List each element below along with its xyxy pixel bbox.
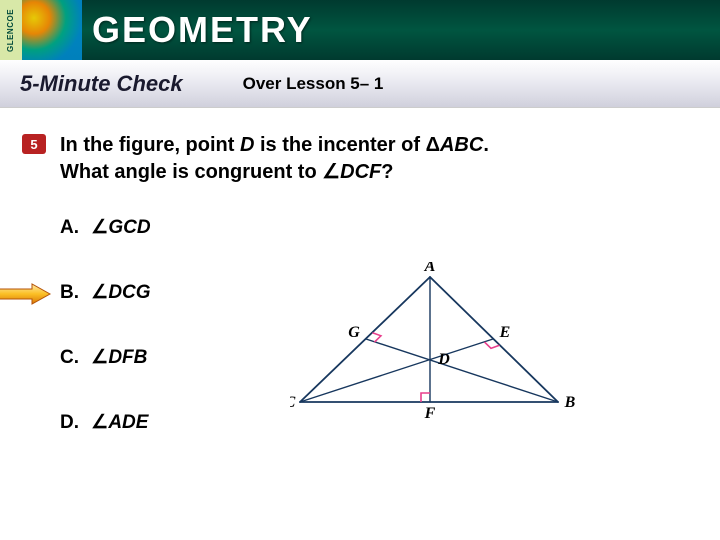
spine-text: GLENCOE	[7, 8, 16, 51]
q-text-seg: What angle is congruent to	[60, 161, 322, 183]
corner-art	[22, 0, 82, 60]
q-var: ABC	[440, 134, 483, 156]
q-text-seg: .	[483, 134, 489, 156]
svg-text:A: A	[424, 262, 436, 275]
triangle-figure: A B C D G E F	[290, 262, 590, 442]
svg-text:C: C	[290, 394, 296, 411]
angle-symbol: ∠	[91, 217, 108, 238]
answer-angle: DCG	[108, 282, 150, 303]
angle-symbol: ∠	[91, 412, 108, 433]
question-text: In the figure, point D is the incenter o…	[60, 132, 489, 186]
five-minute-check-badge: 5-Minute Check	[20, 71, 183, 97]
q-text-seg: In the figure, point	[60, 134, 240, 156]
question-number-badge: 5	[22, 134, 46, 154]
svg-text:B: B	[564, 394, 576, 411]
book-spine: GLENCOE	[0, 0, 22, 60]
angle-symbol: ∠	[91, 347, 108, 368]
angle-symbol: ∠	[322, 161, 340, 183]
answer-letter: D.	[60, 412, 86, 434]
answer-angle: ADE	[108, 412, 148, 433]
book-title: GEOMETRY	[92, 9, 313, 51]
answer-letter: B.	[60, 282, 86, 304]
angle-symbol: ∠	[91, 282, 108, 303]
content-area: 5 In the figure, point D is the incenter…	[0, 108, 720, 434]
answer-angle: DFB	[108, 347, 147, 368]
answer-letter: C.	[60, 347, 86, 369]
subheader-bar: 5-Minute Check Over Lesson 5– 1	[0, 60, 720, 108]
book-header: GLENCOE GEOMETRY	[0, 0, 720, 60]
correct-answer-arrow	[0, 283, 52, 311]
q-text-seg: ?	[381, 161, 393, 183]
q-var: D	[240, 134, 254, 156]
svg-text:E: E	[499, 324, 511, 341]
answer-letter: A.	[60, 217, 86, 239]
q-text-seg: is the incenter of Δ	[254, 134, 440, 156]
lesson-label: Over Lesson 5– 1	[243, 74, 384, 94]
answer-choice[interactable]: A. ∠GCD	[60, 216, 660, 239]
answer-angle: GCD	[108, 217, 150, 238]
question-row: 5 In the figure, point D is the incenter…	[60, 132, 660, 186]
svg-text:F: F	[424, 405, 436, 422]
svg-text:D: D	[437, 351, 450, 368]
q-angle: DCF	[340, 161, 381, 183]
svg-text:G: G	[348, 324, 360, 341]
answer-list: A. ∠GCDB. ∠DCGC. ∠DFBD. ∠ADE ABCDGEF	[60, 216, 660, 434]
